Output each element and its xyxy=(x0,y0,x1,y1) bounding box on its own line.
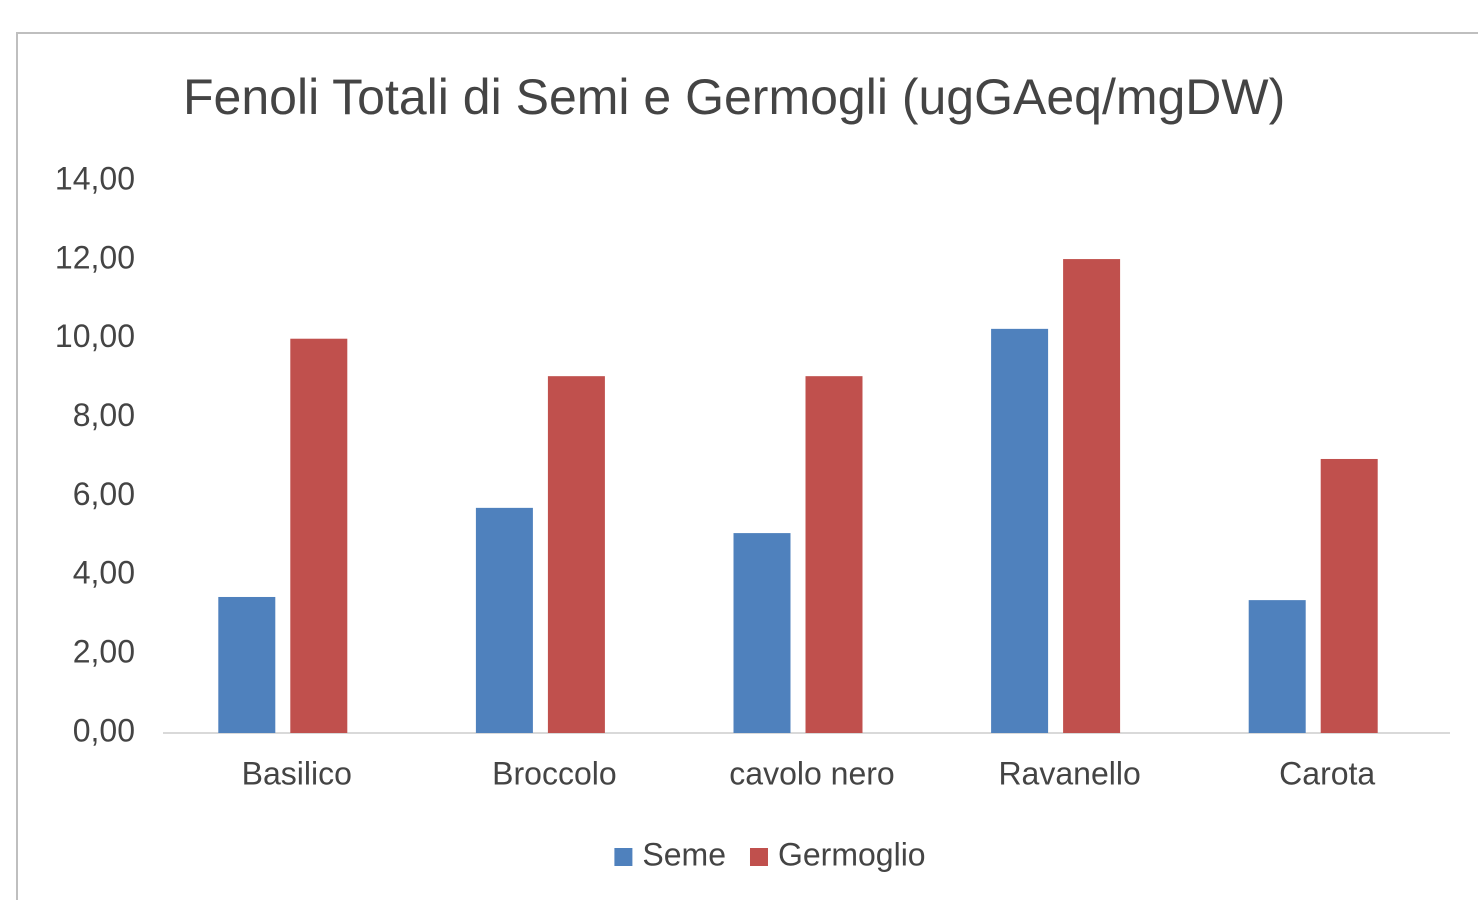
bar xyxy=(733,533,791,733)
legend-swatch xyxy=(614,848,633,866)
legend-swatch xyxy=(749,848,768,866)
bar xyxy=(475,507,533,733)
bar xyxy=(1248,600,1306,733)
y-tick-label: 2,00 xyxy=(73,634,135,670)
bar xyxy=(547,376,605,733)
bar xyxy=(1063,259,1121,733)
chart-frame xyxy=(16,32,1478,900)
bar xyxy=(805,376,863,733)
y-tick-label: 6,00 xyxy=(73,476,135,512)
bar xyxy=(218,596,276,733)
y-tick-label: 12,00 xyxy=(55,239,135,275)
y-tick-label: 8,00 xyxy=(73,397,135,433)
x-tick-label: Basilico xyxy=(242,755,352,791)
legend-label: Seme xyxy=(642,836,726,872)
legend-label: Germoglio xyxy=(778,836,926,872)
chart-title: Fenoli Totali di Semi e Germogli (ugGAeq… xyxy=(183,69,1285,125)
bar xyxy=(991,328,1049,733)
x-tick-label: Carota xyxy=(1279,755,1375,791)
x-tick-label: Broccolo xyxy=(492,755,617,791)
x-tick-label: Ravanello xyxy=(998,755,1140,791)
y-tick-label: 0,00 xyxy=(73,712,135,748)
bar xyxy=(290,338,348,733)
y-tick-label: 4,00 xyxy=(73,555,135,591)
bar xyxy=(1320,458,1378,733)
y-tick-label: 14,00 xyxy=(55,160,135,196)
x-tick-label: cavolo nero xyxy=(729,755,894,791)
y-tick-label: 10,00 xyxy=(55,318,135,354)
